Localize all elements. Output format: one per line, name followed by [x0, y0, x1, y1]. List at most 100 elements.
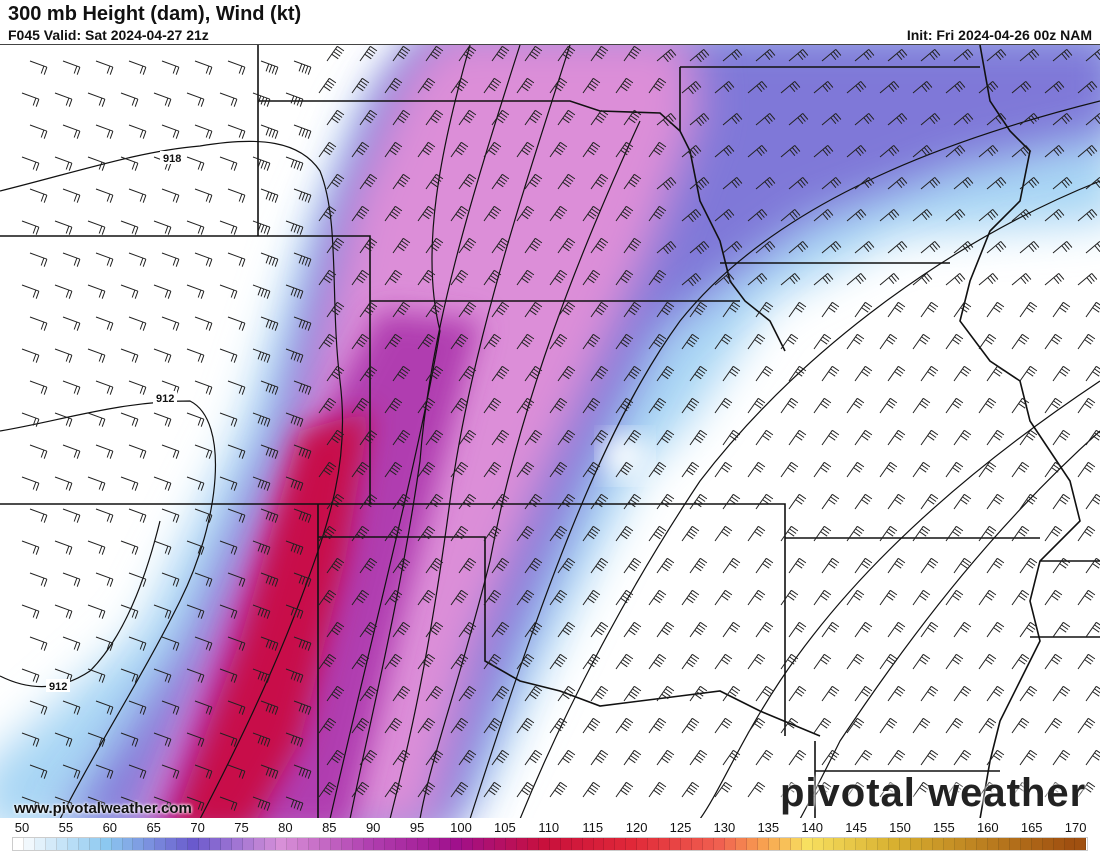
wind-barb: [557, 173, 576, 190]
wind-barb: [788, 621, 807, 638]
wind-barb: [359, 557, 378, 574]
wind-barb: [425, 45, 444, 62]
wind-barb: [161, 572, 180, 587]
wind-barb: [755, 365, 774, 382]
wind-barb: [87, 476, 106, 491]
wind-barb: [1011, 273, 1032, 286]
wind-barb: [615, 589, 634, 606]
colorbar-swatch: [659, 838, 671, 850]
wind-barb: [21, 668, 40, 683]
wind-barb: [128, 60, 147, 75]
colorbar-swatch: [593, 838, 605, 850]
wind-barb: [788, 493, 807, 510]
wind-barb: [689, 365, 708, 382]
wind-barb: [384, 397, 403, 414]
wind-barb: [887, 365, 906, 382]
colorbar-tick: 110: [538, 820, 560, 835]
wind-barb: [326, 685, 345, 702]
wind-barb: [821, 177, 842, 190]
wind-barb: [953, 177, 974, 190]
wind-barb: [755, 49, 776, 62]
colorbar-swatch: [1075, 838, 1087, 850]
wind-barb: [186, 796, 205, 811]
wind-barb: [681, 333, 700, 350]
wind-barb: [722, 557, 741, 574]
wind-barb: [821, 557, 840, 574]
colorbar-swatch: [429, 838, 441, 850]
wind-barb: [54, 412, 73, 427]
wind-barb: [557, 493, 576, 510]
wind-barb: [557, 301, 576, 318]
wind-barb: [293, 124, 312, 139]
wind-barb: [219, 220, 238, 235]
wind-barb: [714, 589, 733, 606]
wind-barb: [252, 732, 271, 747]
wind-barb: [681, 145, 702, 159]
colorbar-swatch: [965, 838, 977, 850]
wind-barb: [128, 700, 147, 715]
wind-barb: [260, 124, 279, 139]
wind-barb: [425, 365, 444, 382]
wind-barb: [912, 209, 933, 222]
wind-barb: [153, 668, 172, 683]
wind-barb: [813, 81, 834, 94]
wind-barb: [95, 188, 114, 203]
wind-barb: [689, 429, 708, 446]
wind-barb: [1019, 241, 1040, 254]
wind-barb: [194, 700, 213, 715]
wind-barb: [29, 380, 48, 395]
wind-barb: [1019, 49, 1040, 62]
wind-barb: [62, 316, 81, 331]
wind-barb: [483, 781, 502, 798]
wind-barb: [29, 700, 48, 715]
wind-barb: [615, 205, 634, 222]
wind-barb: [293, 572, 312, 587]
wind-barb: [161, 316, 180, 331]
wind-barb: [747, 333, 766, 350]
wind-barb: [722, 113, 743, 126]
wind-barb: [516, 141, 535, 158]
wind-barb: [417, 589, 436, 606]
wind-barb: [1052, 301, 1071, 318]
wind-barb: [87, 220, 106, 235]
weather-map[interactable]: 918 912 912 www.pivotalweather.com pivot…: [0, 44, 1100, 820]
wind-barb: [879, 273, 900, 286]
wind-barb: [227, 700, 246, 715]
wind-barb: [293, 316, 312, 331]
wind-barb: [590, 429, 609, 446]
wind-barb: [120, 476, 139, 491]
wind-barb: [318, 77, 337, 94]
wind-barb: [227, 316, 246, 331]
pivotal-weather-logo: pivotal weather: [780, 771, 1087, 815]
colorbar-swatch: [954, 838, 966, 850]
colorbar-swatch: [243, 838, 254, 850]
wind-barb: [491, 173, 510, 190]
wind-barb: [260, 508, 279, 523]
wind-barb: [351, 397, 370, 414]
wind-barb: [29, 636, 48, 651]
colorbar-tick: 75: [234, 820, 249, 835]
wind-barb: [879, 333, 898, 350]
colorbar-swatch: [275, 838, 287, 850]
wind-barb: [648, 781, 667, 798]
wind-barb: [95, 380, 114, 395]
wind-barb: [945, 333, 964, 350]
wind-barb: [392, 173, 411, 190]
wind-barb: [161, 60, 180, 75]
wind-barb: [978, 717, 997, 734]
wind-barb: [285, 476, 304, 491]
wind-barb: [920, 621, 939, 638]
colorbar-swatch: [1009, 838, 1021, 850]
wind-barb: [656, 49, 677, 63]
wind-barb: [714, 145, 735, 158]
wind-barb: [458, 557, 477, 574]
wind-barb: [21, 540, 40, 555]
wind-barb: [458, 173, 477, 190]
wind-barb: [615, 717, 634, 734]
wind-barb: [821, 493, 840, 510]
wind-barb: [1085, 493, 1100, 510]
wind-barb: [120, 92, 139, 107]
colorbar-swatch: [45, 838, 57, 850]
colorbar-tick: 170: [1064, 820, 1087, 835]
wind-barb: [260, 252, 279, 267]
